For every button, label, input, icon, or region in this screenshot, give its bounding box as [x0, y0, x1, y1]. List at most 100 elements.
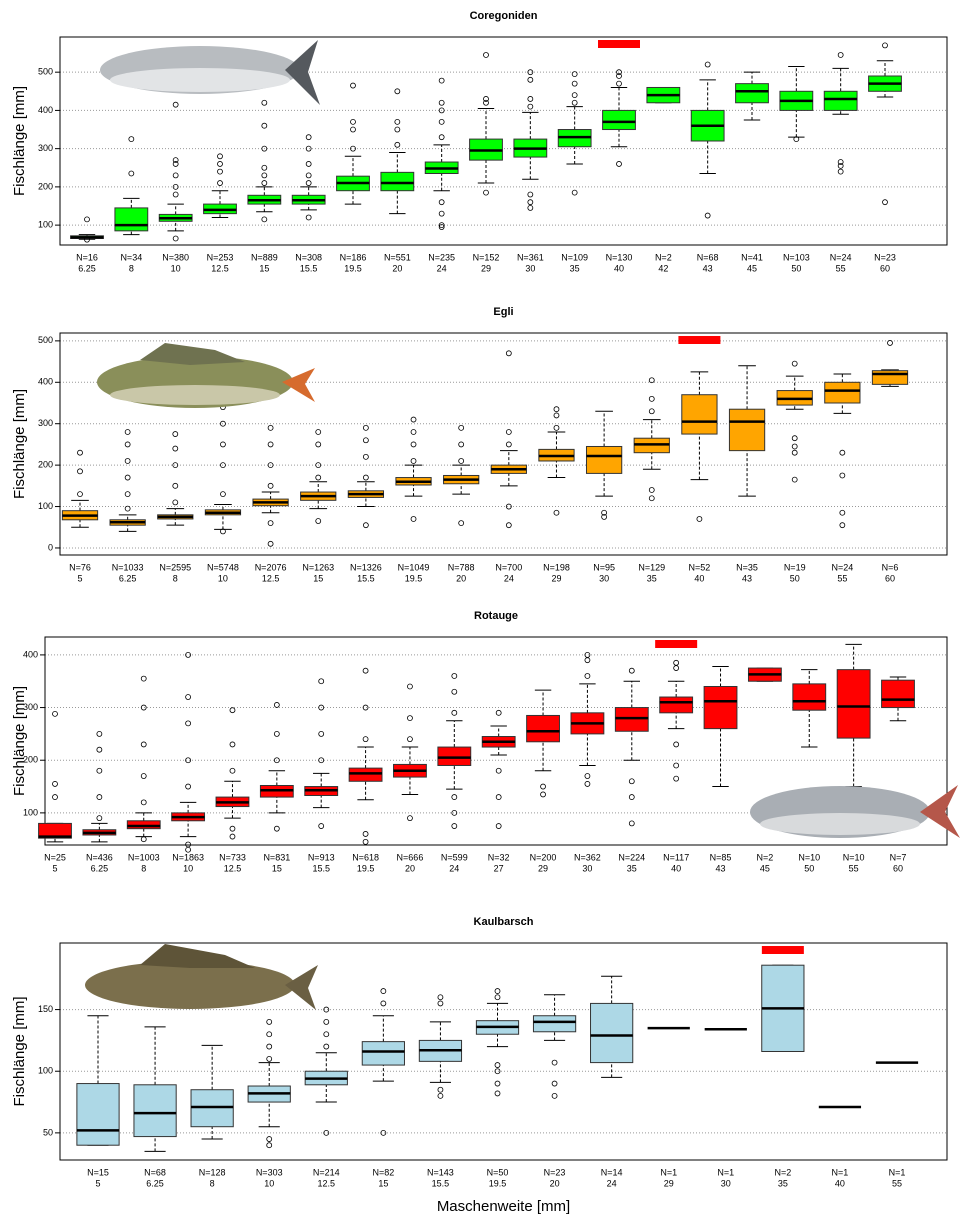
outlier — [438, 224, 445, 230]
x-tick-label: 12.5 — [211, 263, 229, 273]
n-label: N=41 — [741, 252, 763, 262]
x-tick-label: 29 — [551, 573, 561, 583]
x-tick-label: 19.5 — [344, 263, 362, 273]
y-axis-title: Fischlänge [mm] — [11, 996, 28, 1106]
outlier — [882, 42, 888, 49]
n-label: N=34 — [120, 252, 142, 262]
outlier — [266, 1142, 273, 1149]
highlight-marker — [655, 640, 698, 648]
box — [614, 707, 649, 732]
outlier — [791, 449, 798, 456]
outlier — [571, 71, 578, 77]
n-label: N=253 — [207, 252, 234, 262]
outlier — [217, 180, 223, 186]
outlier — [362, 474, 369, 481]
outlier — [673, 762, 680, 769]
y-tick-label: 300 — [38, 143, 53, 153]
x-tick-label: 10 — [264, 1178, 274, 1188]
outlier — [273, 757, 280, 764]
outlier — [494, 1068, 501, 1075]
outlier — [315, 429, 322, 435]
n-label: N=6 — [882, 562, 899, 572]
outlier — [839, 509, 846, 516]
outlier — [483, 189, 489, 196]
outlier — [96, 767, 103, 774]
outlier — [266, 1031, 273, 1038]
outlier — [451, 673, 458, 679]
x-tick-label: 6.25 — [146, 1178, 164, 1188]
outlier — [305, 180, 312, 186]
n-label: N=1003 — [128, 852, 160, 862]
x-tick-label: 5 — [52, 863, 57, 873]
outlier — [551, 1092, 558, 1099]
x-tick-label: 60 — [893, 863, 903, 873]
outlier — [527, 76, 534, 83]
n-label: N=831 — [263, 852, 290, 862]
outlier — [380, 988, 387, 994]
x-tick-label: 30 — [525, 263, 535, 273]
x-tick-label: 27 — [494, 863, 504, 873]
x-tick-label: 30 — [582, 863, 592, 873]
outlier — [261, 99, 268, 106]
n-label: N=95 — [593, 562, 615, 572]
y-tick-label: 500 — [38, 335, 53, 345]
n-label: N=1049 — [398, 562, 430, 572]
x-axis-title: Maschenweite [mm] — [437, 1198, 570, 1215]
outlier — [696, 516, 703, 522]
outlier — [305, 172, 312, 179]
outlier — [584, 781, 591, 787]
n-label: N=913 — [308, 852, 335, 862]
box — [602, 109, 636, 131]
outlier — [791, 435, 798, 442]
n-label: N=129 — [638, 562, 665, 572]
plot-frame — [59, 36, 948, 246]
outlier — [172, 191, 179, 198]
outlier — [648, 408, 655, 415]
outlier — [495, 709, 502, 716]
outlier — [267, 462, 274, 469]
y-tick-label: 50 — [43, 1127, 53, 1137]
n-label: N=1326 — [350, 562, 382, 572]
n-label: N=666 — [397, 852, 424, 862]
y-tick-label: 100 — [38, 219, 53, 229]
n-label: N=85 — [710, 852, 732, 862]
fish-coregone — [100, 40, 320, 105]
x-tick-label: 60 — [880, 263, 890, 273]
outlier — [185, 652, 192, 658]
n-label: N=1 — [889, 1167, 906, 1177]
x-tick-label: 24 — [504, 573, 514, 583]
outlier — [380, 1129, 387, 1136]
outlier — [494, 994, 501, 1001]
x-tick-label: 29 — [538, 863, 548, 873]
outlier — [438, 118, 445, 125]
n-label: N=788 — [448, 562, 475, 572]
n-label: N=308 — [295, 252, 322, 262]
outlier — [77, 468, 83, 475]
outlier — [451, 709, 458, 716]
outlier — [791, 476, 798, 483]
y-tick-label: 100 — [38, 501, 53, 511]
outlier — [217, 168, 223, 175]
outlier — [315, 474, 322, 481]
panel-title: Kaulbarsch — [474, 916, 534, 928]
y-tick-label: 500 — [38, 67, 53, 77]
n-label: N=214 — [313, 1167, 340, 1177]
outlier — [791, 360, 798, 367]
outlier — [394, 118, 401, 125]
outlier — [437, 1092, 444, 1099]
outlier — [315, 441, 322, 448]
outlier — [217, 161, 223, 167]
x-tick-label: 43 — [716, 863, 726, 873]
y-tick-label: 200 — [23, 755, 38, 765]
n-label: N=52 — [689, 562, 711, 572]
outlier — [628, 778, 635, 785]
x-tick-label: 29 — [481, 263, 491, 273]
outlier — [495, 823, 502, 829]
outlier — [505, 522, 512, 529]
y-tick-label: 200 — [38, 181, 53, 191]
x-tick-label: 5 — [95, 1178, 100, 1188]
n-label: N=24 — [831, 562, 853, 572]
box — [703, 685, 738, 730]
outlier — [648, 395, 655, 402]
x-tick-label: 15 — [313, 573, 323, 583]
